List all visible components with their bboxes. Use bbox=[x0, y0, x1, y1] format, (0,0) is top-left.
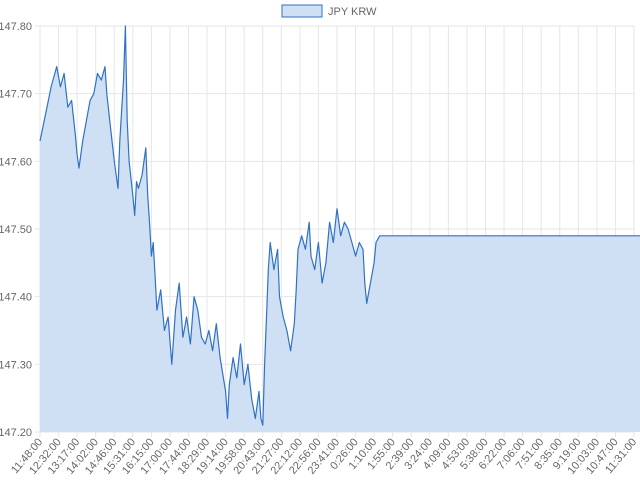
legend-swatch-jpy-krw bbox=[281, 4, 323, 18]
y-tick-label-2: 147.40 bbox=[0, 292, 32, 304]
y-tick-label-0: 147.20 bbox=[0, 427, 32, 439]
y-tick-label-5: 147.70 bbox=[0, 89, 32, 101]
y-tick-label-3: 147.50 bbox=[0, 224, 32, 236]
series-area-fill bbox=[40, 26, 640, 432]
y-tick-label-6: 147.80 bbox=[0, 21, 32, 33]
x-axis-tick-labels: 11:48:0012:32:0013:17:0014:02:0014:46:00… bbox=[9, 436, 639, 477]
series-line-jpy-krw bbox=[39, 25, 640, 426]
y-axis-tick-labels: 147.20 147.30 147.40 147.50 147.60 147.70 147.… bbox=[0, 21, 32, 439]
y-tick-label-1: 147.30 bbox=[0, 359, 32, 371]
series-area bbox=[39, 25, 640, 432]
y-tick-label-4: 147.60 bbox=[0, 156, 32, 168]
legend-label-jpy-krw: JPY KRW bbox=[328, 6, 377, 18]
legend[interactable]: JPY KRW bbox=[281, 4, 377, 18]
